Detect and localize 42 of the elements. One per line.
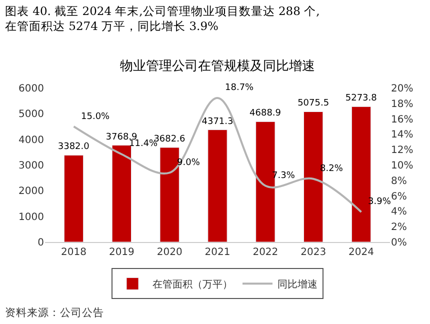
y2-tick-label: 0% bbox=[391, 238, 407, 248]
bar bbox=[208, 130, 228, 242]
y-tick-label: 6000 bbox=[18, 84, 44, 94]
data-label: 5273.8 bbox=[345, 94, 378, 104]
bar bbox=[112, 145, 132, 242]
y2-tick-label: 10% bbox=[391, 160, 414, 172]
text: 资料来源：公司公告 bbox=[5, 306, 104, 319]
y-tick-label: 3000 bbox=[18, 160, 44, 172]
x-tick-label: 2022 bbox=[252, 247, 278, 258]
y-tick-label: 1000 bbox=[18, 212, 44, 223]
y2-tick-label: 6% bbox=[391, 191, 407, 202]
data-label: 15.0% bbox=[81, 112, 110, 122]
x-tick-label: 2021 bbox=[204, 247, 230, 258]
x-tick-label: 2019 bbox=[108, 247, 134, 258]
y2-tick-label: 4% bbox=[391, 206, 407, 218]
data-label: 4371.3 bbox=[202, 116, 234, 127]
data-label: 18.7% bbox=[225, 83, 254, 93]
data-label: 9.0% bbox=[177, 158, 200, 168]
x-tick-label: 2024 bbox=[348, 247, 374, 258]
y2-tick-label: 14% bbox=[391, 130, 414, 141]
legend-label: 在管面积（万平） bbox=[152, 278, 232, 291]
y-tick-label: 5000 bbox=[18, 109, 44, 120]
y2-tick-label: 16% bbox=[391, 114, 414, 126]
x-tick-label: 2020 bbox=[156, 247, 182, 258]
y-tick-label: 0 bbox=[38, 238, 44, 248]
chart-title: 图表 40. 截至 2024 年末,公司管理物业项目数量达 288 个, 在管面积达 5274 万平，同比增长 3.9% bbox=[5, 4, 320, 33]
bar bbox=[64, 154, 84, 242]
legend-label: 同比增速 bbox=[278, 278, 318, 291]
y-tick-label: 2000 bbox=[18, 186, 44, 198]
y2-tick-label: 2% bbox=[391, 222, 407, 234]
y-tick-label: 4000 bbox=[18, 134, 44, 146]
y2-tick-label: 12% bbox=[391, 145, 414, 156]
chart-subtitle: 物业管理公司在管规模及同比增速 bbox=[120, 59, 315, 74]
data-label: 3382.0 bbox=[58, 142, 90, 152]
x-tick-label: 2018 bbox=[61, 247, 86, 258]
data-label: 4688.9 bbox=[250, 108, 282, 119]
data-label: 5075.5 bbox=[298, 98, 330, 109]
y2-tick-label: 20% bbox=[391, 84, 414, 94]
y2-tick-label: 18% bbox=[391, 98, 414, 110]
x-tick-label: 2023 bbox=[300, 247, 326, 258]
y2-tick-label: 8% bbox=[391, 176, 407, 187]
bar bbox=[160, 147, 180, 242]
